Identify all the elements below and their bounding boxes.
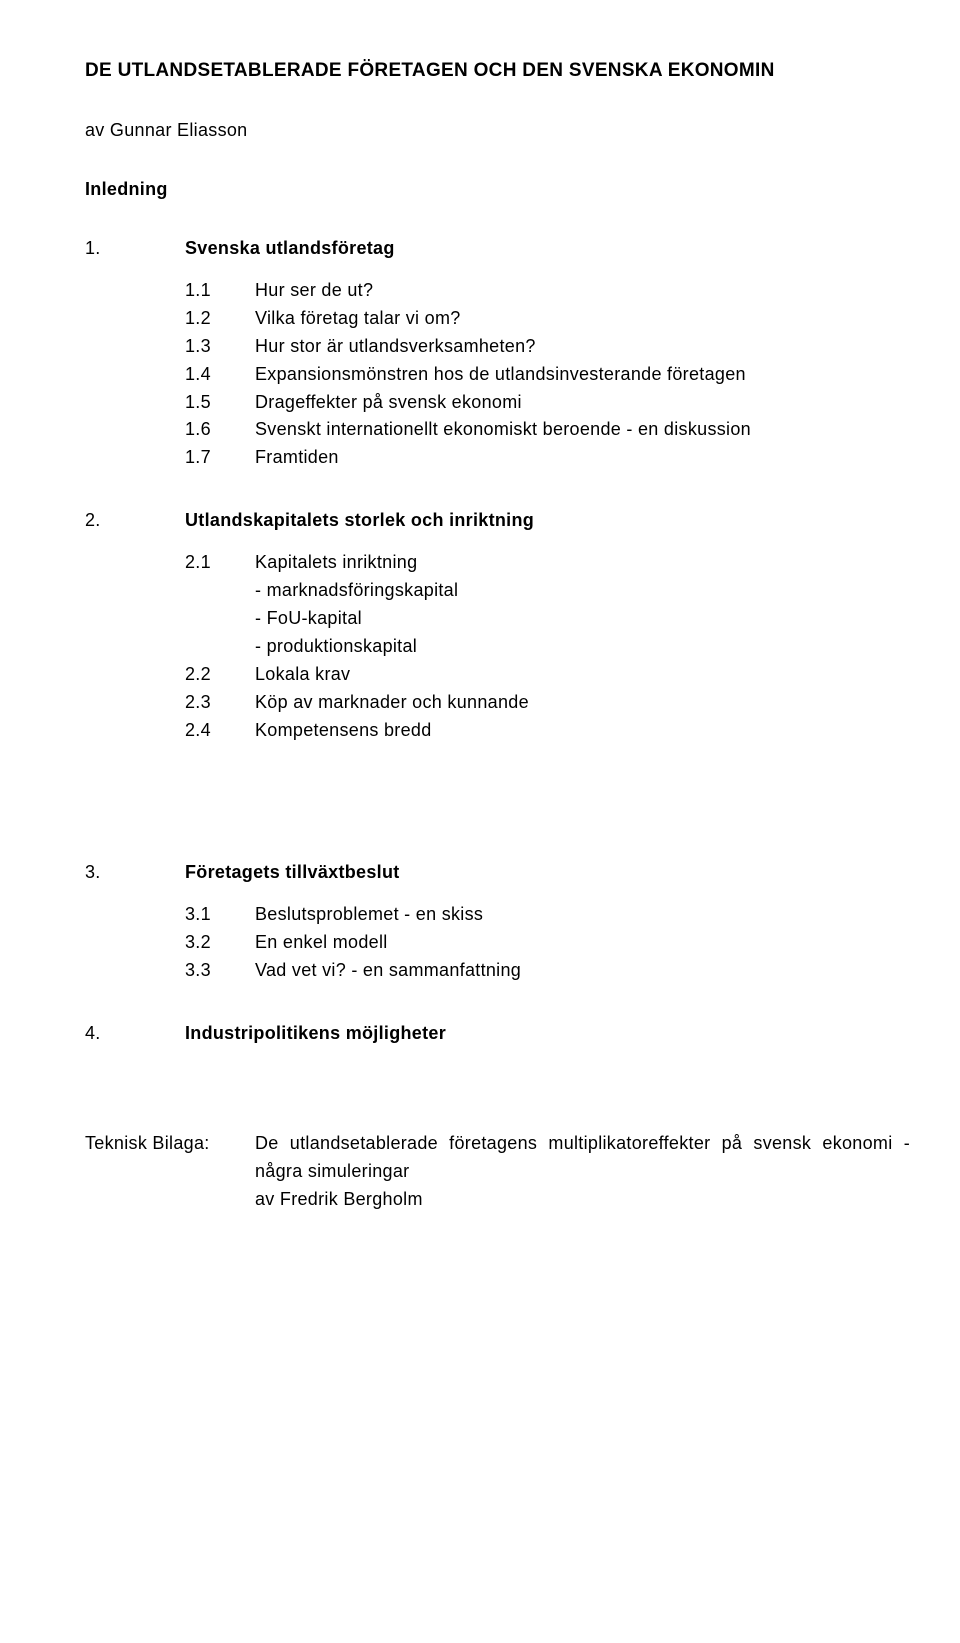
- item-text: Drageffekter på svensk ekonomi: [255, 389, 910, 417]
- item-number: 1.1: [185, 277, 255, 305]
- item-text: Kompetensens bredd: [255, 717, 910, 745]
- toc-item: 3.3Vad vet vi? - en sammanfattning: [185, 957, 910, 985]
- section-number: 3.: [85, 862, 185, 883]
- item-text: Vad vet vi? - en sammanfattning: [255, 957, 910, 985]
- item-text: Hur ser de ut?: [255, 277, 910, 305]
- toc-item: 1.5Drageffekter på svensk ekonomi: [185, 389, 910, 417]
- item-number: 3.2: [185, 929, 255, 957]
- section-title: Utlandskapitalets storlek och inriktning: [185, 510, 534, 531]
- section-heading: 3. Företagets tillväxtbeslut: [85, 862, 910, 883]
- item-number: 1.6: [185, 416, 255, 444]
- item-number: 2.4: [185, 717, 255, 745]
- section-title: Företagets tillväxtbeslut: [185, 862, 400, 883]
- toc-item: 3.2En enkel modell: [185, 929, 910, 957]
- section-items: 1.1Hur ser de ut? 1.2Vilka företag talar…: [185, 277, 910, 472]
- item-number: 1.4: [185, 361, 255, 389]
- intro-heading: Inledning: [85, 179, 910, 200]
- appendix-text: De utlandsetablerade företagens multipli…: [255, 1130, 910, 1214]
- toc-item: 2.2Lokala krav: [185, 661, 910, 689]
- appendix-author: av Fredrik Bergholm: [255, 1186, 910, 1214]
- item-text: Beslutsproblemet - en skiss: [255, 901, 910, 929]
- sub-item: - produktionskapital: [255, 633, 910, 661]
- toc-item: 1.6Svenskt internationellt ekonomiskt be…: [185, 416, 910, 444]
- item-text: Vilka företag talar vi om?: [255, 305, 910, 333]
- item-number: 2.3: [185, 689, 255, 717]
- item-number: 3.3: [185, 957, 255, 985]
- toc-item: 3.1Beslutsproblemet - en skiss: [185, 901, 910, 929]
- toc-item: 2.3Köp av marknader och kunnande: [185, 689, 910, 717]
- document-title: DE UTLANDSETABLERADE FÖRETAGEN OCH DEN S…: [85, 60, 910, 82]
- section-number: 1.: [85, 238, 185, 259]
- section-title: Svenska utlandsföretag: [185, 238, 395, 259]
- item-number: 1.7: [185, 444, 255, 472]
- item-text: Hur stor är utlandsverksamheten?: [255, 333, 910, 361]
- item-text: Svenskt internationellt ekonomiskt beroe…: [255, 416, 910, 444]
- sub-item: - FoU-kapital: [255, 605, 910, 633]
- section-heading: 1. Svenska utlandsföretag: [85, 238, 910, 259]
- item-number: 1.3: [185, 333, 255, 361]
- section-heading: 4. Industripolitikens möjligheter: [85, 1023, 910, 1044]
- appendix-label: Teknisk Bilaga:: [85, 1130, 255, 1214]
- item-text: Köp av marknader och kunnande: [255, 689, 910, 717]
- item-number: 3.1: [185, 901, 255, 929]
- toc-item: 1.2Vilka företag talar vi om?: [185, 305, 910, 333]
- section-number: 2.: [85, 510, 185, 531]
- section-number: 4.: [85, 1023, 185, 1044]
- item-text: Framtiden: [255, 444, 910, 472]
- item-text: Kapitalets inriktning: [255, 549, 910, 577]
- toc-item: 2.4Kompetensens bredd: [185, 717, 910, 745]
- item-number: 1.5: [185, 389, 255, 417]
- section-heading: 2. Utlandskapitalets storlek och inriktn…: [85, 510, 910, 531]
- item-number: 2.1: [185, 549, 255, 577]
- section-items: 3.1Beslutsproblemet - en skiss 3.2En enk…: [185, 901, 910, 985]
- section-title: Industripolitikens möjligheter: [185, 1023, 446, 1044]
- toc-item: 1.1Hur ser de ut?: [185, 277, 910, 305]
- item-number: 2.2: [185, 661, 255, 689]
- toc-item: 1.3Hur stor är utlandsverksamheten?: [185, 333, 910, 361]
- item-number: 1.2: [185, 305, 255, 333]
- sub-item: - marknadsföringskapital: [255, 577, 910, 605]
- toc-item: 2.1Kapitalets inriktning: [185, 549, 910, 577]
- toc-item: 1.7Framtiden: [185, 444, 910, 472]
- item-text: En enkel modell: [255, 929, 910, 957]
- appendix-line: De utlandsetablerade företagens multipli…: [255, 1130, 910, 1186]
- item-text: Expansionsmönstren hos de utlandsinveste…: [255, 361, 910, 389]
- item-text: Lokala krav: [255, 661, 910, 689]
- appendix-block: Teknisk Bilaga: De utlandsetablerade för…: [85, 1130, 910, 1214]
- section-items: 2.1Kapitalets inriktning - marknadsförin…: [185, 549, 910, 744]
- toc-item: 1.4Expansionsmönstren hos de utlandsinve…: [185, 361, 910, 389]
- author-line: av Gunnar Eliasson: [85, 120, 910, 141]
